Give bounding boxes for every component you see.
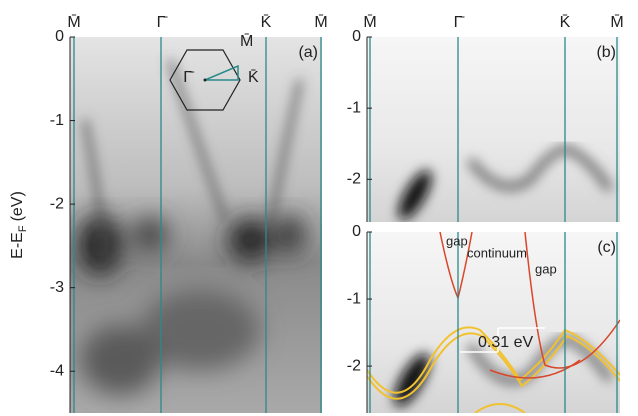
x-tick-label: M̄ [363, 14, 376, 31]
annotation: continuum [467, 245, 527, 260]
y-tick-label: -4 [50, 362, 64, 379]
arpes-image-b [367, 37, 620, 224]
x-tick-label: M̄ [610, 14, 623, 31]
y-axis-label-part: (eV) [9, 191, 26, 221]
x-tick-label: K̄ [560, 14, 571, 31]
y-tick-label: -1 [347, 99, 361, 116]
y-axis-label-part: F [17, 225, 29, 232]
x-tick-label: M̄ [67, 14, 80, 31]
x-tick-label: M̄ [314, 14, 327, 31]
x-tick-label: Γ̄ [157, 14, 169, 31]
x-tick-label: Γ̄ [454, 14, 466, 31]
y-tick-label: -1 [50, 112, 64, 129]
inset-label: K̄ [248, 69, 259, 86]
y-tick-label: -2 [347, 357, 361, 374]
y-tick-label: -2 [347, 171, 361, 188]
arpes-image-a [70, 37, 322, 413]
annotation: gap [535, 261, 557, 276]
panel-label: (a) [298, 44, 318, 61]
annotation: gap [446, 233, 468, 248]
y-tick-label: 0 [352, 28, 361, 45]
panel-label: (c) [597, 239, 616, 256]
panel-label: (b) [596, 44, 616, 61]
y-tick-label: -1 [347, 290, 361, 307]
y-tick-label: 0 [352, 223, 361, 240]
y-axis-label-part: E-E [9, 232, 26, 259]
y-tick-label: -2 [50, 195, 64, 212]
x-tick-label: K̄ [261, 14, 272, 31]
y-tick-label: 0 [55, 28, 64, 45]
y-axis-label: E-EF (eV) [9, 191, 29, 259]
page: M̄Γ̄K̄M̄0-1-2-3-4(a)E-EF(eV)Γ̄M̄K̄M̄Γ̄K̄… [0, 0, 638, 416]
figure: M̄Γ̄K̄M̄0-1-2-3-4(a)E-EF(eV)Γ̄M̄K̄M̄Γ̄K̄… [0, 0, 638, 416]
y-tick-label: -3 [50, 279, 64, 296]
inset-label: M̄ [240, 33, 253, 50]
annotation: 0.31 eV [478, 334, 533, 351]
